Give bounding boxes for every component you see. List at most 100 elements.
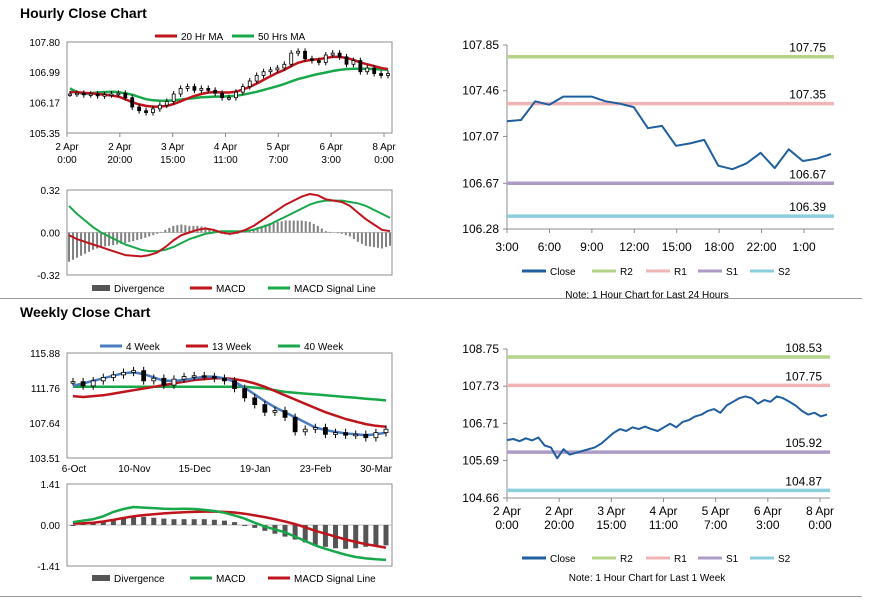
weekly-candle-body [222,377,227,382]
hourly-price-x-tick-date: 4 Apr [214,142,238,153]
weekly-level-x-tick-date: 3 Apr [597,504,625,518]
weekly-level-x-tick-time: 15:00 [596,518,626,532]
weekly-macd-y-tick: -1.41 [37,562,60,573]
weekly-divergence-bar [201,519,207,525]
hourly-legend-ma50-label: 50 Hrs MA [258,32,306,43]
weekly-candle-body [302,428,308,433]
hourly-price-x-tick-time: 20:00 [107,155,132,166]
weekly-level-x-tick-date: 2 Apr [493,504,521,518]
hourly-candle-body [247,80,252,87]
weekly-price-x-tick: 23-Feb [300,464,332,475]
weekly-price-x-tick: 19-Jan [240,464,271,475]
hourly-price-x-tick-date: 6 Apr [319,142,343,153]
hourly-macd-legend-macd-label: MACD [216,284,245,295]
weekly-level-x-tick-time: 0:00 [808,518,832,532]
hourly-candle-body [75,92,79,96]
weekly-divergence-bar [141,516,147,525]
weekly-divergence-bar [161,518,167,525]
bottom-divider [0,596,862,597]
weekly-level-legend-s1-label: S1 [726,554,739,565]
hourly-candle-body [144,110,148,113]
hourly-level-x-tick: 9:00 [580,240,604,254]
hourly-candle-body [254,75,259,82]
weekly-price-x-tick: 15-Dec [179,464,211,475]
hourly-candle-body [213,89,218,94]
hourly-macd-y-tick: 0.00 [41,229,61,240]
hourly-candle-body [206,88,211,91]
hourly-level-legend-s2-label: S2 [778,267,791,278]
weekly-divergence-bar [343,525,349,549]
weekly-candle-body [121,371,126,376]
hourly-level-r2-value: 107.75 [789,41,826,55]
hourly-price-x-tick-date: 2 Apr [55,142,79,153]
weekly-divergence-bar [292,525,298,540]
weekly-candle-body [312,427,318,430]
weekly-level-x-tick-date: 6 Apr [754,504,782,518]
hourly-candle-body [171,93,176,102]
weekly-divergence-bar [252,525,258,528]
weekly-price-y-tick: 111.76 [31,384,61,395]
hourly-price-x-tick-time: 3:00 [321,155,341,166]
hourly-candle-body [151,108,155,113]
weekly-candle-body [252,397,258,406]
hourly-candle-body [365,67,370,73]
weekly-candle-body [343,432,349,436]
hourly-level-x-tick: 6:00 [538,240,562,254]
weekly-level-x-tick-time: 3:00 [756,518,780,532]
weekly-level-legend-s2-label: S2 [778,554,791,565]
weekly-price-y-tick: 103.51 [29,454,60,465]
weekly-candle-body [90,380,96,387]
hourly-level-s2-value: 106.39 [789,200,826,214]
weekly-price-x-tick: 6-Oct [62,464,87,475]
weekly-divergence-bar [120,517,126,525]
weekly-divergence-bar [221,520,227,525]
hourly-level-y-tick: 106.67 [462,176,499,190]
weekly-price-y-tick: 107.64 [29,419,60,430]
hourly-macd-legend-divergence-label: Divergence [114,284,165,295]
weekly-level-y-tick: 105.69 [462,453,499,467]
weekly-level-r2-value: 108.53 [785,341,822,355]
weekly-level-y-tick: 108.75 [462,342,499,356]
weekly-candle-body [151,377,157,382]
weekly-divergence-bar [322,525,328,547]
weekly-candle-body [110,374,116,378]
hourly-candle-body [261,71,266,76]
weekly-level-x-tick-time: 0:00 [495,518,519,532]
weekly-price-x-tick: 10-Nov [118,464,150,475]
hourly-candle-body [386,73,390,76]
hourly-candle-body [220,92,224,99]
hourly-price-x-tick-time: 0:00 [374,155,394,166]
hourly-candle-body [199,88,204,91]
weekly-level-s2-value: 104.87 [785,474,822,488]
weekly-level-legend-r2-label: R2 [620,554,633,565]
hourly-macd-line [68,193,391,258]
weekly-candle-body [131,370,136,373]
weekly-macd-line [72,505,387,562]
weekly-ma4-line [72,371,387,437]
weekly-candle-body [262,404,268,413]
hourly-candle-body [337,52,342,58]
weekly-candle-body [141,370,147,382]
weekly-level-close-line [506,395,828,460]
hourly-candle-body [268,69,273,73]
hourly-price-x-tick-date: 2 Apr [108,142,132,153]
hourly-level-note: Note: 1 Hour Chart for Last 24 Hours [565,290,728,301]
weekly-level-y-tick: 104.66 [462,491,499,505]
hourly-price-frame [66,41,393,134]
hourly-candle-body [178,88,183,95]
weekly-macd-legend-divergence-swatch [92,575,110,581]
weekly-divergence-bar [100,520,106,525]
weekly-level-x-tick-time: 7:00 [704,518,728,532]
hourly-candle-body [192,86,197,91]
weekly-divergence-bar [363,525,369,547]
hourly-candle-body [296,50,301,54]
weekly-level-x-tick-date: 2 Apr [545,504,573,518]
weekly-level-legend-r1-label: R1 [674,554,687,565]
hourly-macd-legend-signal-label: MACD Signal Line [294,284,376,295]
hourly-candle-body [379,73,383,76]
hourly-candle-body [303,50,307,60]
hourly-macd-y-tick: 0.32 [41,186,61,197]
hourly-candle-body [344,56,349,65]
weekly-macd-legend-divergence-label: Divergence [114,574,165,585]
hourly-candle-body [116,92,121,96]
